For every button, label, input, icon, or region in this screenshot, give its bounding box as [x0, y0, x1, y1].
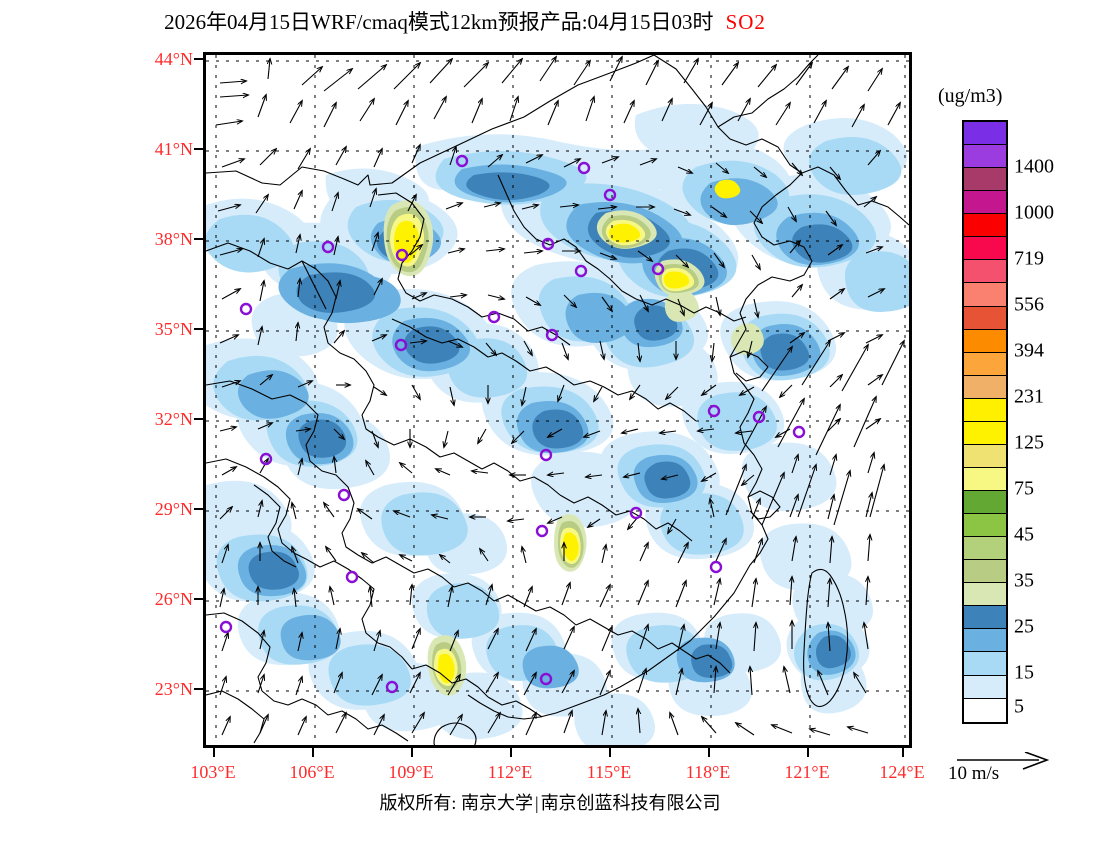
lon-tick-118: [708, 748, 710, 757]
lat-tick-41: [194, 148, 203, 150]
lat-label-26: 26°N: [154, 589, 193, 609]
colorbar-band-13: [964, 421, 1006, 445]
colorbar-label-75: 75: [1014, 477, 1034, 500]
colorbar-band-6: [964, 260, 1006, 284]
colorbar-label-719: 719: [1014, 247, 1044, 270]
province-boundaries: [206, 55, 909, 745]
lon-tick-115: [609, 748, 611, 757]
colorbar-band-5: [964, 237, 1006, 261]
wind-scale-arrow: [957, 752, 1050, 770]
lat-tick-35: [194, 328, 203, 330]
lat-tick-26: [194, 598, 203, 600]
lon-tick-121: [807, 748, 809, 757]
title-species: SO2: [725, 10, 766, 34]
lon-tick-103: [213, 748, 215, 757]
colorbar-label-394: 394: [1014, 339, 1044, 362]
lon-tick-112: [510, 748, 512, 757]
footer-company: 南京创蓝科技有限公司: [540, 793, 721, 813]
colorbar-band-18: [964, 537, 1006, 561]
colorbar-band-21: [964, 606, 1006, 630]
lat-label-44: 44°N: [154, 49, 193, 69]
colorbar-band-4: [964, 214, 1006, 238]
chart-title: 2026年04月15日WRF/cmaq模式12km预报产品:04月15日03时 S…: [0, 6, 930, 36]
colorbar-label-1400: 1400: [1014, 155, 1054, 178]
colorbar-band-14: [964, 444, 1006, 468]
colorbar-label-25: 25: [1014, 615, 1034, 638]
map-panel[interactable]: [194, 52, 912, 757]
colorbar-band-8: [964, 306, 1006, 330]
colorbar-band-22: [964, 629, 1006, 653]
lon-tick-106: [312, 748, 314, 757]
colorbar-band-7: [964, 283, 1006, 307]
map-canvas: [206, 55, 909, 745]
colorbar-band-17: [964, 514, 1006, 538]
lon-label-103: 103°E: [190, 762, 236, 782]
colorbar-band-12: [964, 398, 1006, 422]
lon-label-118: 118°E: [685, 762, 731, 782]
lat-tick-32: [194, 418, 203, 420]
lon-label-115: 115°E: [586, 762, 632, 782]
colorbar-band-19: [964, 560, 1006, 584]
colorbar-band-10: [964, 352, 1006, 376]
footer: 版权所有: 南京大学 | 南京创蓝科技有限公司: [0, 789, 1100, 815]
colorbar-label-556: 556: [1014, 293, 1044, 316]
lon-label-112: 112°E: [487, 762, 533, 782]
lon-label-109: 109°E: [388, 762, 434, 782]
colorbar-band-23: [964, 652, 1006, 676]
map-frame: [203, 52, 912, 748]
colorbar-band-25: [964, 698, 1006, 722]
footer-copyright: 版权所有: 南京大学: [379, 793, 533, 813]
lon-label-124: 124°E: [879, 762, 925, 782]
lat-label-32: 32°N: [154, 409, 193, 429]
lat-label-35: 35°N: [154, 319, 193, 339]
colorbar-band-16: [964, 491, 1006, 515]
colorbar-band-15: [964, 467, 1006, 491]
colorbar-label-35: 35: [1014, 569, 1034, 592]
lon-label-106: 106°E: [289, 762, 335, 782]
lat-label-41: 41°N: [154, 139, 193, 159]
lon-label-121: 121°E: [784, 762, 830, 782]
lon-tick-109: [411, 748, 413, 757]
lat-tick-38: [194, 238, 203, 240]
colorbar-band-24: [964, 675, 1006, 699]
colorbar-label-5: 5: [1014, 695, 1024, 718]
colorbar-label-45: 45: [1014, 523, 1034, 546]
lat-tick-29: [194, 508, 203, 510]
lat-tick-44: [194, 58, 203, 60]
colorbar-label-125: 125: [1014, 431, 1044, 454]
colorbar-band-20: [964, 583, 1006, 607]
colorbar-band-2: [964, 168, 1006, 192]
lat-tick-23: [194, 688, 203, 690]
colorbar-label-15: 15: [1014, 661, 1034, 684]
lon-tick-124: [902, 748, 904, 757]
colorbar-label-1000: 1000: [1014, 201, 1054, 224]
colorbar-band-0: [964, 122, 1006, 146]
title-main: 2026年04月15日WRF/cmaq模式12km预报产品:04月15日03时: [164, 10, 714, 34]
graticule: [206, 55, 909, 745]
colorbar-band-11: [964, 375, 1006, 399]
monitoring-stations: [219, 154, 806, 694]
lat-label-23: 23°N: [154, 679, 193, 699]
lat-label-29: 29°N: [154, 499, 193, 519]
colorbar-band-9: [964, 329, 1006, 353]
colorbar-band-3: [964, 191, 1006, 215]
colorbar-unit-label: (ug/m3): [938, 85, 1003, 107]
colorbar-label-231: 231: [1014, 385, 1044, 408]
colorbar[interactable]: [962, 120, 1008, 724]
wind-scale-label: 10 m/s: [948, 763, 1000, 784]
wind-vector-field: [215, 57, 904, 736]
footer-separator: |: [534, 793, 539, 813]
so2-concentration-field: [206, 103, 909, 745]
lat-label-38: 38°N: [154, 229, 193, 249]
colorbar-band-1: [964, 145, 1006, 169]
